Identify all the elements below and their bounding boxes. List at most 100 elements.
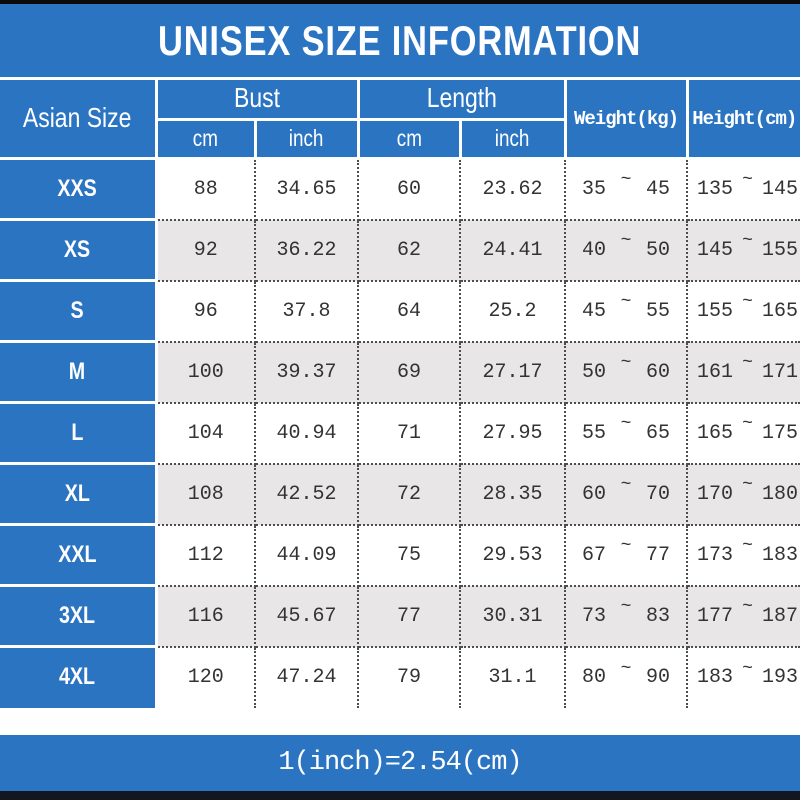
height-range: 165 ~ 175: [688, 415, 800, 445]
weight-range-cell: 80 ~ 90: [564, 645, 689, 708]
height-min-value: 177: [697, 604, 734, 628]
asian-size-label: Asian Size: [23, 101, 132, 133]
tilde-symbol: ~: [742, 658, 753, 679]
height-max-value: 155: [762, 238, 799, 262]
size-label-cell: XL: [0, 462, 158, 526]
table-row: L 104 40.94 71 27.95 55 ~ 65 165 ~ 175: [0, 401, 800, 465]
size-label-cell: XXL: [0, 523, 158, 587]
height-max-value: 187: [762, 604, 799, 628]
bust-cm-cell: 92: [155, 218, 256, 282]
height-min-value: 165: [697, 421, 734, 445]
height-min-value: 183: [697, 666, 734, 689]
weight-range-cell: 67 ~ 77: [564, 523, 689, 587]
tilde-symbol: ~: [620, 292, 632, 312]
subheader-length-cm: cm: [356, 118, 462, 160]
weight-min-value: 50: [582, 360, 607, 384]
bust-inch-value: 36.22: [276, 238, 337, 262]
length-inch-value: 30.31: [482, 604, 543, 628]
height-min-value: 170: [697, 482, 734, 506]
length-inch-cell: 23.62: [458, 157, 567, 221]
length-cm-value: 79: [396, 666, 421, 689]
tilde-symbol: ~: [742, 597, 753, 617]
bust-inch-cell: 37.8: [254, 279, 359, 343]
bust-inch-value: 44.09: [276, 543, 337, 567]
size-label-cell: XS: [0, 218, 158, 282]
tilde-symbol: ~: [742, 231, 753, 251]
bust-inch-value: 39.37: [276, 360, 337, 384]
length-inch-value: 23.62: [482, 177, 543, 201]
height-range-cell: 135 ~ 145: [686, 157, 800, 221]
size-label: S: [70, 296, 84, 324]
height-range: 161 ~ 171: [688, 354, 800, 384]
table-row: 3XL 116 45.67 77 30.31 73 ~ 83 177 ~ 187: [0, 584, 800, 648]
height-range-cell: 161 ~ 171: [686, 340, 800, 404]
height-range-cell: 165 ~ 175: [686, 401, 800, 465]
size-label: 3XL: [59, 601, 96, 629]
size-label-cell: 3XL: [0, 584, 158, 648]
bust-inch-value: 42.52: [276, 482, 337, 506]
column-header-weight: Weight(kg): [563, 77, 689, 160]
bust-inch-cell: 44.09: [254, 523, 359, 587]
height-range: 170 ~ 180: [688, 476, 800, 506]
weight-min-value: 67: [582, 543, 607, 567]
tilde-symbol: ~: [620, 170, 632, 191]
bust-inch-cell: 34.65: [254, 157, 359, 221]
length-cm-value: 77: [396, 604, 421, 628]
size-label: XS: [64, 235, 91, 263]
bust-cm-cell: 104: [155, 401, 256, 465]
table-row: XS 92 36.22 62 24.41 40 ~ 50 145 ~ 155: [0, 218, 800, 282]
weight-range-cell: 45 ~ 55: [564, 279, 689, 343]
bust-cm-value: 104: [187, 421, 224, 445]
tilde-symbol: ~: [620, 536, 632, 556]
height-range-cell: 173 ~ 183: [686, 523, 800, 587]
bust-inch-value: 37.8: [282, 299, 331, 323]
column-header-asian-size: Asian Size: [0, 77, 158, 160]
bust-inch-value: 47.24: [276, 666, 337, 689]
table-body: XXS 88 34.65 60 23.62 35 ~ 45 135 ~ 145 …: [0, 157, 800, 708]
table-row: M 100 39.37 69 27.17 50 ~ 60 161 ~ 171: [0, 340, 800, 404]
length-inch-value: 31.1: [488, 666, 537, 689]
length-inch-value: 28.35: [482, 482, 543, 506]
length-inch-cell: 29.53: [458, 523, 567, 587]
height-max-value: 171: [762, 360, 799, 384]
bust-inch-value: 40.94: [276, 421, 337, 445]
tilde-symbol: ~: [620, 231, 632, 251]
bust-inch-cell: 42.52: [254, 462, 359, 526]
bust-cm-cell: 108: [155, 462, 256, 526]
height-max-value: 165: [762, 299, 799, 323]
height-min-value: 145: [697, 238, 734, 262]
top-border: [0, 0, 800, 4]
height-max-value: 145: [762, 177, 799, 201]
weight-range-cell: 60 ~ 70: [564, 462, 689, 526]
tilde-symbol: ~: [620, 353, 632, 373]
height-max-value: 183: [762, 543, 799, 567]
height-range: 183 ~ 193: [688, 660, 800, 690]
footer-note-bar: 1(inch)=2.54(cm): [0, 735, 800, 791]
height-range-cell: 183 ~ 193: [686, 645, 800, 708]
height-range-cell: 145 ~ 155: [686, 218, 800, 282]
bust-label: Bust: [234, 82, 280, 113]
bust-cm-cell: 116: [155, 584, 256, 648]
height-min-value: 155: [697, 299, 734, 323]
weight-range-cell: 55 ~ 65: [564, 401, 689, 465]
weight-range: 40 ~ 50: [566, 232, 686, 262]
subheader-bust-inch: inch: [253, 118, 360, 160]
length-inch-cell: 30.31: [458, 584, 567, 648]
size-table: Asian Size Bust Length Weight(kg) Height…: [0, 77, 800, 708]
length-cm-cell: 77: [357, 584, 461, 648]
length-cm-value: 71: [396, 421, 421, 445]
length-inch-label: inch: [495, 125, 530, 151]
length-cm-cell: 69: [357, 340, 461, 404]
bust-inch-value: 34.65: [276, 177, 337, 201]
length-cm-value: 72: [396, 482, 421, 506]
subheader-bust-cm: cm: [154, 118, 257, 160]
table-row: 4XL 120 47.24 79 31.1 80 ~ 90 183 ~ 193: [0, 645, 800, 708]
weight-range: 55 ~ 65: [566, 415, 686, 445]
length-cm-value: 64: [396, 299, 421, 323]
bust-cm-value: 88: [193, 177, 218, 201]
weight-label: Weight(kg): [574, 107, 679, 130]
bust-inch-cell: 39.37: [254, 340, 359, 404]
length-inch-cell: 24.41: [458, 218, 567, 282]
height-range: 173 ~ 183: [688, 537, 800, 567]
table-row: S 96 37.8 64 25.2 45 ~ 55 155 ~ 165: [0, 279, 800, 343]
